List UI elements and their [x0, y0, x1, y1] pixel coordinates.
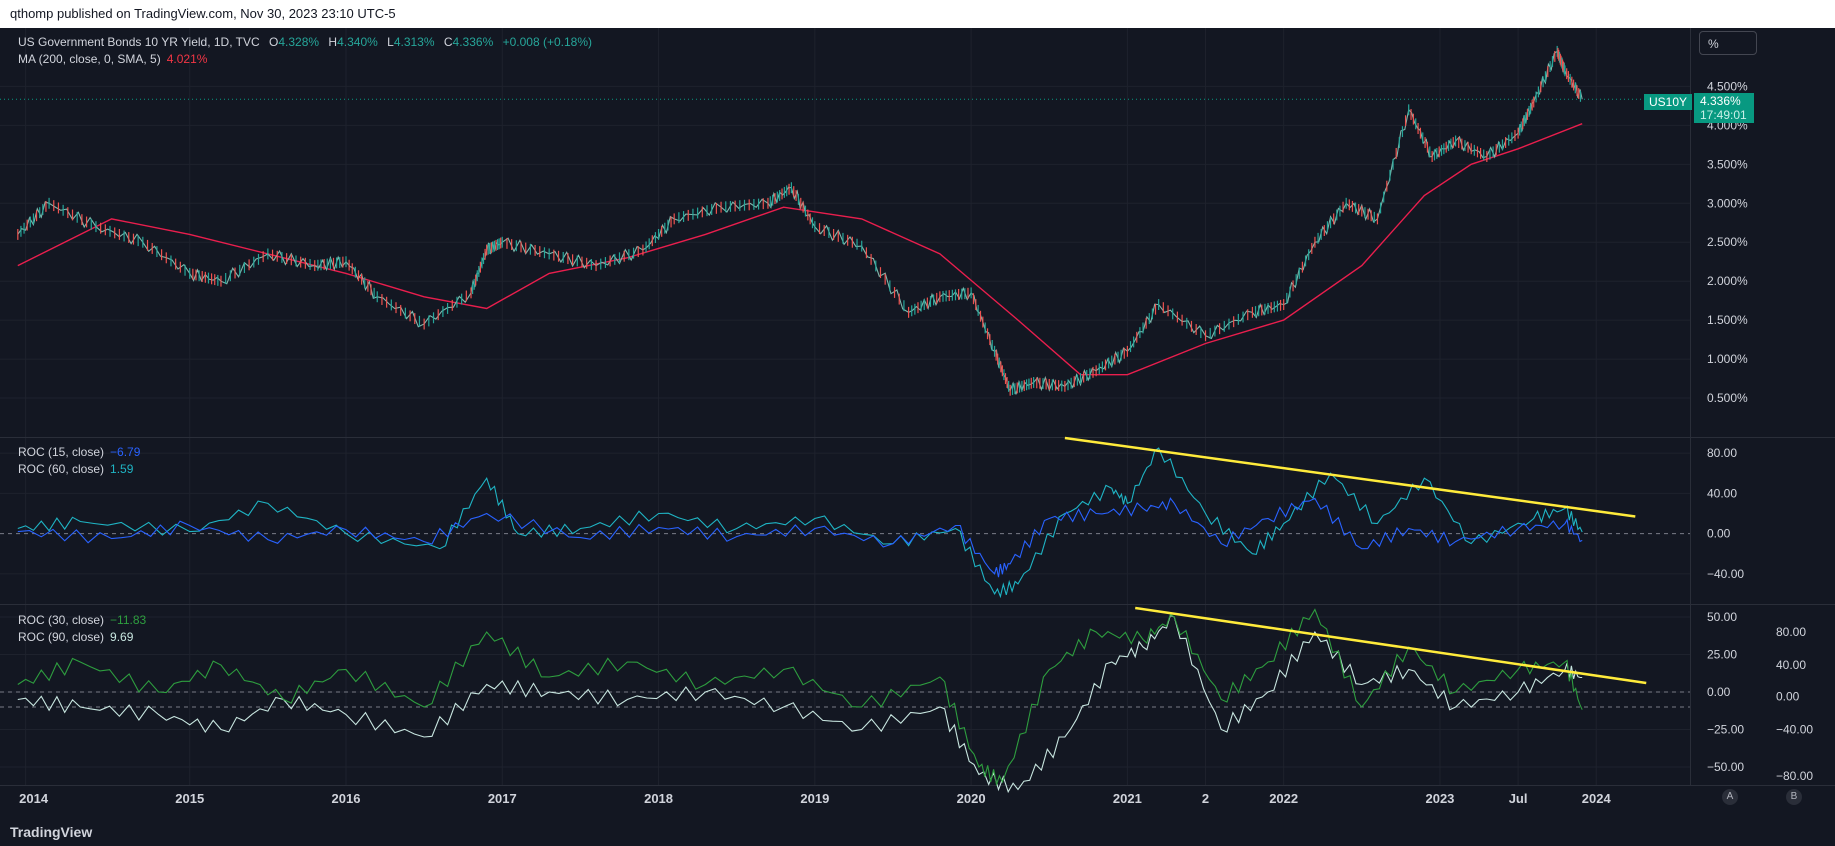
roc90-value: 9.69 — [110, 630, 134, 644]
roc60-value: 1.59 — [110, 462, 134, 476]
legend-high-label: H — [328, 35, 338, 49]
grid-lines — [0, 28, 1690, 785]
roc2-trendline — [1135, 606, 1647, 685]
x-tick-label: 2017 — [488, 791, 517, 806]
ma-line — [17, 123, 1583, 376]
y-tick-price: 1.000% — [1707, 352, 1748, 366]
legend-open-label: O — [269, 35, 279, 49]
footer-bar: TradingView — [0, 818, 1835, 846]
auto-scale-button[interactable]: A — [1722, 789, 1738, 805]
legend-open-value: 4.328% — [278, 35, 320, 49]
main-legend: US Government Bonds 10 YR Yield, 1D, TVC… — [18, 35, 592, 66]
y-tick-roc1: 80.00 — [1707, 446, 1737, 460]
x-tick-label: 2018 — [644, 791, 673, 806]
roc15-line — [17, 497, 1583, 578]
y-tick-price: 2.000% — [1707, 274, 1748, 288]
y-tick-roc1: 40.00 — [1707, 486, 1737, 500]
y-tick-roc1: −40.00 — [1707, 567, 1744, 581]
y-tick-roc2-left: 50.00 — [1707, 610, 1737, 624]
roc30-line — [17, 608, 1583, 787]
x-tick-label: 2016 — [332, 791, 361, 806]
roc60-title: ROC (60, close) — [18, 462, 105, 476]
legend-symbol-title: US Government Bonds 10 YR Yield, 1D, TVC — [18, 35, 260, 49]
x-tick-label: 2021 — [1113, 791, 1142, 806]
legend-high-value: 4.340% — [337, 35, 378, 49]
y-tick-price: 4.500% — [1707, 79, 1748, 93]
y-tick-price: 1.500% — [1707, 313, 1748, 327]
y-tick-roc2-left: −50.00 — [1707, 760, 1744, 774]
roc60-line — [17, 447, 1583, 599]
x-tick-label: 2023 — [1425, 791, 1454, 806]
pane-separators — [0, 28, 1835, 786]
roc90-title: ROC (90, close) — [18, 630, 105, 644]
y-tick-roc2-right: 80.00 — [1776, 625, 1806, 639]
series-layer — [0, 45, 1690, 794]
legend-low-value: 4.313% — [393, 35, 435, 49]
y-tick-roc2-right: −40.00 — [1776, 723, 1813, 737]
roc-legend-1: ROC (15, close) −6.79 ROC (60, close) 1.59 — [18, 445, 140, 476]
legend-change: +0.008 (+0.18%) — [502, 35, 592, 49]
y-tick-price: 3.500% — [1707, 157, 1748, 171]
y-tick-roc2-left: 0.00 — [1707, 685, 1731, 699]
roc30-value: −11.83 — [110, 613, 147, 627]
roc-legend-2: ROC (30, close) −11.83 ROC (90, close) 9.6… — [18, 613, 146, 644]
x-tick-label: Jul — [1509, 791, 1528, 806]
x-tick-label: 2014 — [19, 791, 49, 806]
x-tick-label: 2019 — [800, 791, 829, 806]
x-tick-label: 2024 — [1582, 791, 1612, 806]
y-tick-roc2-left: −25.00 — [1707, 723, 1744, 737]
tradingview-logo: TradingView — [10, 824, 93, 840]
y-tick-roc1: 0.00 — [1707, 527, 1731, 541]
bar-countdown: 17:49:01 — [1700, 108, 1747, 122]
y-tick-roc2-right: −80.00 — [1776, 769, 1813, 783]
y-tick-price: 3.000% — [1707, 196, 1748, 210]
roc15-title: ROC (15, close) — [18, 445, 105, 459]
chart-canvas[interactable]: 2014 2015 2016 2017 2018 2019 2020 2021 2 2022 202… — [0, 28, 1835, 818]
x-tick-label: 2015 — [175, 791, 204, 806]
ma-title: MA (200, close, 0, SMA, 5) — [18, 52, 161, 66]
y-tick-price: 2.500% — [1707, 235, 1748, 249]
x-tick-label: 2 — [1202, 791, 1209, 806]
y-tick-roc2-right: 0.00 — [1776, 690, 1800, 704]
roc15-value: −6.79 — [110, 445, 141, 459]
y-tick-roc2-right: 40.00 — [1776, 658, 1806, 672]
x-tick-label: 2022 — [1269, 791, 1298, 806]
ma-value: 4.021% — [166, 52, 208, 66]
roc90-line — [17, 614, 1583, 794]
last-price-tag: 4.336% 17:49:01 — [1694, 93, 1754, 123]
legend-close-label: C — [443, 35, 453, 49]
legend-low-label: L — [387, 35, 394, 49]
y-tick-price: 0.500% — [1707, 391, 1748, 405]
x-tick-label: 2020 — [957, 791, 986, 806]
y-tick-roc2-left: 25.00 — [1707, 648, 1737, 662]
axis-ticks: 2014 2015 2016 2017 2018 2019 2020 2021 2 2022 202… — [19, 79, 1813, 806]
publish-header: qthomp published on TradingView.com, Nov… — [0, 0, 1835, 28]
symbol-tag: US10Y — [1644, 94, 1693, 110]
price-line — [17, 50, 1583, 395]
unit-toggle-button[interactable]: % — [1699, 31, 1757, 55]
roc1-trendline — [1064, 436, 1636, 518]
legend-close-value: 4.336% — [452, 35, 494, 49]
publish-text: qthomp published on TradingView.com, Nov… — [10, 6, 396, 21]
b-scale-button[interactable]: B — [1786, 789, 1802, 805]
last-price: 4.336% — [1700, 94, 1741, 108]
roc30-title: ROC (30, close) — [18, 613, 105, 627]
